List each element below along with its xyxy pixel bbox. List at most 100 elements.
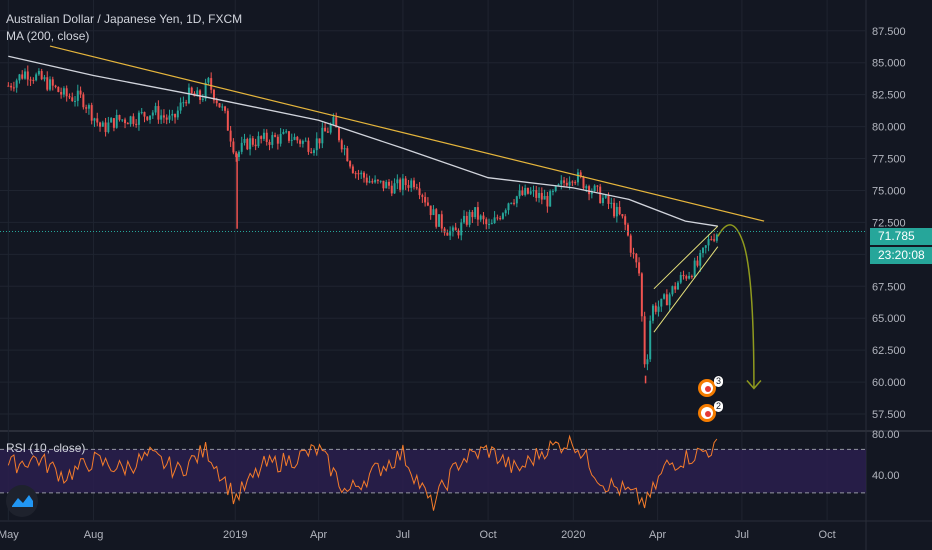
axes: 87.500 85.000 82.500 80.000 77.500 75.000 72.5… — [0, 26, 906, 541]
candle-body — [485, 219, 488, 225]
candle-body — [340, 140, 343, 150]
descending-trendline — [49, 45, 765, 222]
price-tick-label: 80.000 — [872, 122, 906, 134]
candle-body — [654, 305, 657, 312]
candle-body — [415, 187, 418, 189]
candle-body — [468, 211, 471, 225]
candle-body — [638, 262, 641, 274]
time-tick-label: Apr — [310, 529, 327, 541]
candle-body — [315, 138, 318, 151]
candle-body — [132, 116, 135, 124]
candle-body — [257, 136, 260, 147]
candle-body — [590, 190, 593, 195]
candle-body — [343, 148, 346, 150]
candle-body — [618, 206, 621, 215]
price-tick-label: 62.500 — [872, 345, 906, 357]
chart-title: Australian Dollar / Japanese Yen, 1D, FX… — [6, 12, 243, 26]
candle-body — [465, 215, 468, 225]
candle-body — [629, 235, 632, 253]
candle-body — [290, 139, 293, 141]
candle-body — [349, 161, 352, 167]
candle-body — [135, 123, 138, 125]
candle-body — [187, 87, 190, 104]
candle-body — [621, 214, 624, 217]
candle-body — [74, 100, 77, 102]
candle-body — [18, 74, 21, 81]
candle-body — [535, 190, 538, 198]
candle-body — [10, 85, 13, 88]
candle-body — [607, 195, 610, 204]
candle-body — [582, 176, 585, 189]
candle-body — [185, 102, 188, 104]
candle-body — [268, 141, 271, 145]
candle-body — [576, 172, 579, 183]
candle-body — [174, 113, 177, 118]
candle-body — [199, 90, 202, 100]
candle-body — [382, 180, 385, 189]
candle-body — [646, 359, 649, 365]
ma-legend-label[interactable]: MA (200, close) — [6, 29, 90, 43]
candle-body — [479, 215, 482, 220]
price-tick-label: 82.500 — [872, 90, 906, 102]
price-tick-label: 60.000 — [872, 377, 906, 389]
rsi-legend-label[interactable]: RSI (10, close) — [6, 441, 86, 455]
time-tick-label: 2020 — [561, 529, 585, 541]
candle-body — [82, 94, 85, 108]
candle-body — [471, 211, 474, 218]
idea-badge-second[interactable] — [698, 404, 716, 422]
candle-body — [376, 179, 379, 181]
candle-body — [335, 117, 338, 128]
candle-body — [65, 88, 68, 97]
candle-body — [229, 130, 232, 142]
candle-body — [96, 118, 99, 123]
candle-body — [246, 139, 249, 150]
candle-body — [529, 191, 532, 194]
candle-body — [490, 223, 493, 225]
candle-body — [585, 186, 588, 189]
ma-200-line — [8, 55, 718, 227]
candle-body — [632, 252, 635, 254]
candle-body — [371, 181, 374, 183]
candle-body — [679, 275, 682, 283]
candle-body — [560, 180, 563, 185]
candle-body — [360, 172, 363, 175]
idea-badge-first-count: 3 — [714, 376, 724, 387]
time-tick-label: May — [0, 529, 19, 541]
candle-body — [510, 202, 513, 204]
idea-badge-second-count: 2 — [714, 401, 724, 412]
candle-body — [168, 115, 171, 120]
candle-body — [40, 71, 43, 80]
candle-body — [571, 181, 574, 183]
candle-body — [443, 228, 446, 233]
candle-body — [243, 139, 246, 143]
tradingview-logo-icon — [12, 495, 33, 507]
candle-body — [46, 77, 49, 90]
candle-body — [660, 298, 663, 307]
candle-body — [460, 222, 463, 236]
candle-body — [274, 135, 277, 137]
candle-body — [538, 192, 541, 198]
tradingview-logo[interactable] — [6, 485, 38, 517]
candle-body — [426, 202, 429, 206]
candle-body — [85, 107, 88, 109]
candle-body — [76, 90, 79, 101]
candle-body — [701, 247, 704, 253]
candle-body — [296, 136, 299, 141]
candle-body — [549, 191, 552, 207]
candle-body — [49, 79, 52, 90]
candle-body — [624, 216, 627, 225]
rsi-tick-label: 40.00 — [872, 470, 900, 482]
candle-body — [704, 245, 707, 248]
candle-body — [610, 202, 613, 204]
candle-body — [21, 74, 24, 79]
candle-body — [176, 110, 179, 118]
candle-body — [543, 195, 546, 200]
candle-body — [279, 133, 282, 144]
candle-body — [368, 181, 371, 183]
candle-body — [115, 115, 118, 128]
candle-body — [699, 252, 702, 266]
idea-badge-first[interactable] — [698, 379, 716, 397]
rsi-line — [7, 434, 718, 511]
